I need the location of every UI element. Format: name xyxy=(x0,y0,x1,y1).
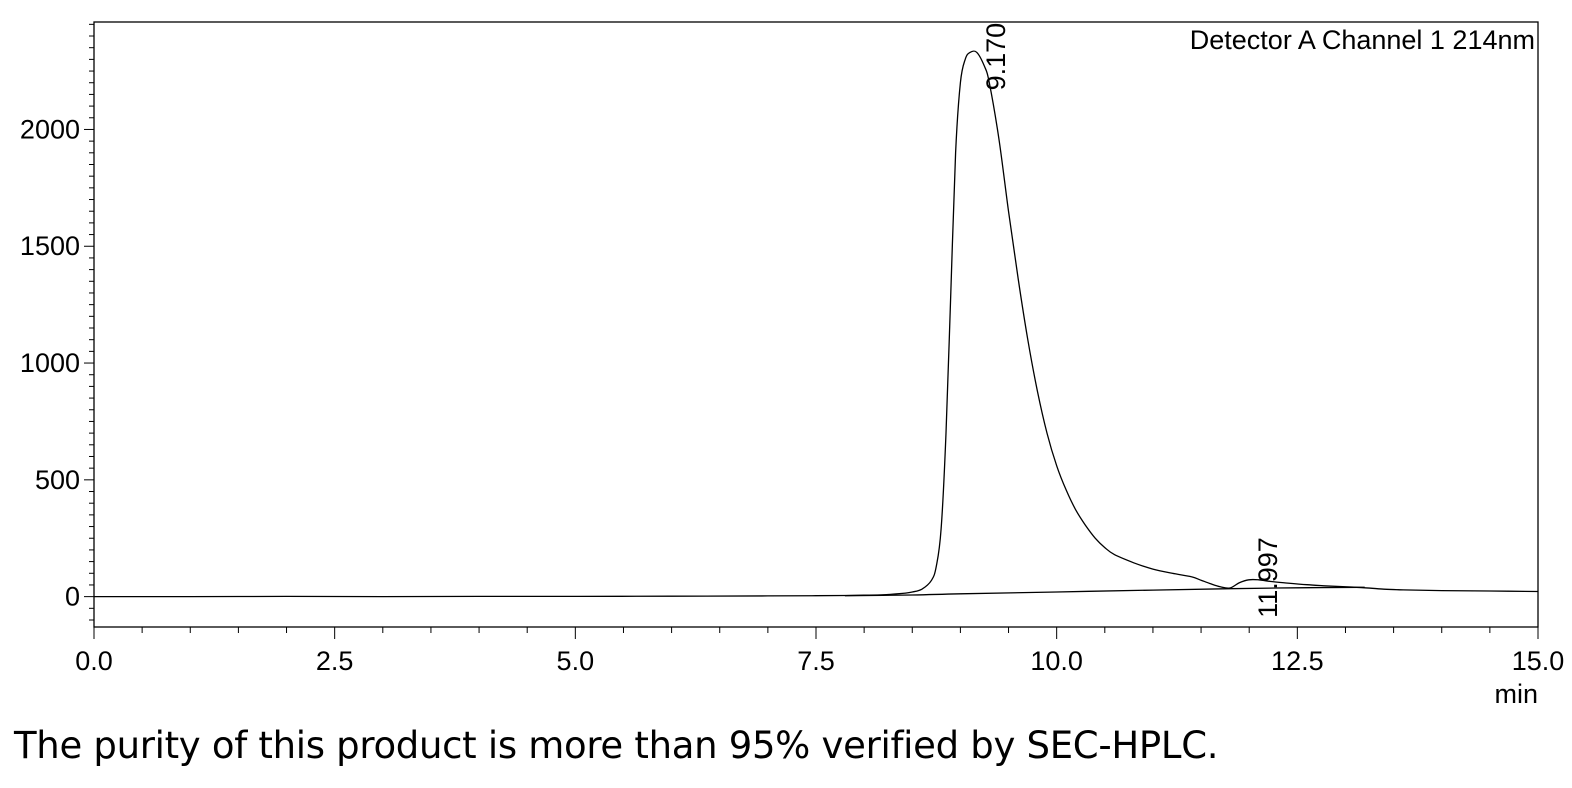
x-tick-label: 15.0 xyxy=(1512,646,1565,676)
signal-trace xyxy=(93,50,1539,598)
peak-label: 9.170 xyxy=(981,23,1011,91)
y-tick-label: 1000 xyxy=(20,348,80,378)
plot-frame xyxy=(93,21,1539,628)
y-tick-label: 2000 xyxy=(20,114,80,144)
purity-caption: The purity of this product is more than … xyxy=(14,724,1219,767)
x-tick-label: 10.0 xyxy=(1030,646,1083,676)
peak-label: 11.997 xyxy=(1253,537,1283,618)
peak-labels: 9.170 11.997 xyxy=(981,23,1283,618)
x-tick-label: 7.5 xyxy=(797,646,835,676)
baseline-trace xyxy=(844,586,1365,597)
y-axis-ticks: 0 500 1000 1500 2000 xyxy=(20,23,94,621)
series-layer xyxy=(93,50,1539,598)
x-tick-label: 0.0 xyxy=(75,646,113,676)
y-tick-label: 0 xyxy=(65,582,80,612)
y-tick-label: 1500 xyxy=(20,231,80,261)
x-tick-label: 12.5 xyxy=(1271,646,1324,676)
legend-label: Detector A Channel 1 214nm xyxy=(1190,25,1535,55)
y-tick-label: 500 xyxy=(35,465,80,495)
x-tick-label: 5.0 xyxy=(557,646,595,676)
x-unit-label: min xyxy=(1494,679,1538,709)
x-axis-ticks: 0.0 2.5 5.0 7.5 10.0 12.5 15.0 xyxy=(75,627,1564,676)
x-tick-label: 2.5 xyxy=(316,646,354,676)
